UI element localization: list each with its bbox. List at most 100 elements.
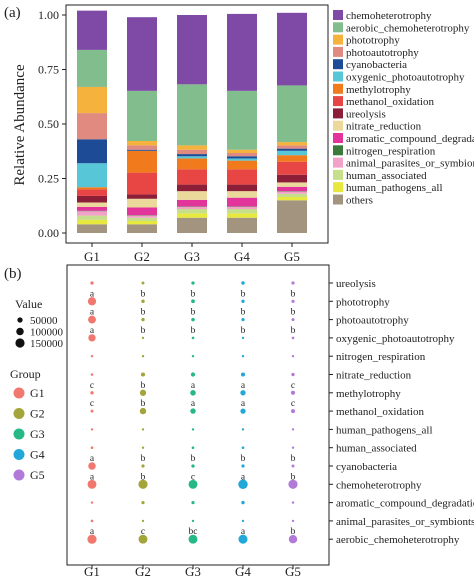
bar-segment <box>277 142 307 146</box>
legend-label: photoautotrophy <box>346 47 419 59</box>
bar-segment <box>127 172 157 195</box>
legend-swatch <box>333 46 343 57</box>
bar-segment <box>227 191 257 198</box>
bar-segment <box>127 17 157 91</box>
bubble <box>241 428 245 431</box>
x-ticks-b: G1 G2 G3 G4 G5 <box>84 564 301 578</box>
bar-segment <box>127 215 157 218</box>
legend-label: animal_parasites_or_symbionts <box>346 158 474 170</box>
x-tick-label: G2 <box>134 249 150 264</box>
bubble <box>90 373 94 376</box>
y-tick-label: 0.00 <box>38 226 59 240</box>
bar-segment <box>177 154 207 157</box>
bubble <box>141 501 145 505</box>
bar-segment <box>227 197 257 207</box>
function-label: phototrophy <box>336 296 390 308</box>
legend-label: human_associated <box>346 170 427 182</box>
significance-label: a <box>241 527 246 537</box>
significance-label: b <box>241 308 246 318</box>
significance-label: b <box>141 454 146 464</box>
bar-segment <box>177 84 207 146</box>
bar-segment <box>77 139 107 164</box>
function-labels: ureolysis phototrophy photoautotrophy oxyge… <box>329 278 474 546</box>
group-legend-title: Group <box>10 367 41 381</box>
bubble <box>291 281 295 285</box>
bar-segment <box>277 85 307 143</box>
bubble <box>191 464 195 468</box>
bubble <box>141 299 145 304</box>
legend-label: ureolysis <box>346 108 386 120</box>
bubble <box>90 355 94 358</box>
bar-segment <box>277 174 307 183</box>
significance-label: a <box>90 308 95 318</box>
bubble <box>87 534 97 544</box>
significance-label: b <box>191 326 196 336</box>
significance-label: a <box>90 326 95 336</box>
significance-label: b <box>291 527 296 537</box>
bubble <box>191 281 195 285</box>
bubble <box>88 462 96 470</box>
group-legend-dot <box>13 387 25 399</box>
bubble <box>90 519 94 523</box>
bar-segment <box>227 13 257 91</box>
bubble <box>291 372 295 377</box>
bar-segment <box>127 224 157 233</box>
bubble <box>191 428 195 431</box>
bubble <box>139 389 147 396</box>
bubble <box>238 479 248 490</box>
bubble <box>240 372 246 377</box>
bubble <box>291 355 295 358</box>
function-label: cyanobacteria <box>336 461 397 473</box>
bar-segment <box>227 184 257 192</box>
bar-segment <box>77 86 107 114</box>
group-legend-label: G1 <box>30 386 45 400</box>
x-tick-label: G3 <box>184 249 200 264</box>
bubble <box>290 390 296 395</box>
bubble <box>241 464 245 468</box>
function-label: chemoheterotrophy <box>336 479 422 491</box>
bubble <box>238 534 248 544</box>
bar-segment <box>177 145 207 150</box>
legend-swatch <box>333 157 343 168</box>
significance-label: a <box>90 454 95 464</box>
bubble <box>90 391 94 395</box>
bar-segment <box>77 195 107 203</box>
legend-swatch <box>333 96 343 107</box>
bubble <box>291 299 295 303</box>
bubble <box>291 428 295 431</box>
legend-swatch <box>333 194 343 205</box>
bubble <box>88 334 96 342</box>
function-label: human_pathogens_all <box>336 424 433 436</box>
bar-segment <box>127 145 157 150</box>
bar-segment <box>227 152 257 157</box>
group-legend: Group G1 G2 G3 G4 G5 <box>10 367 45 482</box>
significance-label: c <box>141 527 145 537</box>
bar-segment <box>177 169 207 185</box>
legend-swatch <box>333 120 343 131</box>
bar-segment <box>77 202 107 207</box>
function-label: aromatic_compound_degradation <box>336 498 474 510</box>
legend-swatch <box>333 133 343 143</box>
size-legend-dot <box>17 317 23 323</box>
bubble <box>188 534 198 544</box>
function-label: methanol_oxidation <box>336 406 424 418</box>
group-legend-dot <box>13 428 25 440</box>
bar-segment <box>77 206 107 211</box>
bar-segment <box>127 90 157 142</box>
legend-swatch <box>333 145 343 156</box>
bar-segment <box>177 184 207 192</box>
bar-segment <box>77 163 107 188</box>
significance-label: b <box>141 472 146 482</box>
bar-segment <box>177 149 207 155</box>
bar-segment <box>277 155 307 162</box>
legend-label: human_pathogens_all <box>346 182 443 194</box>
bar-segment <box>227 169 257 185</box>
x-tick-label: G4 <box>235 564 251 578</box>
bar-segment <box>77 211 107 216</box>
significance-label: b <box>141 289 146 299</box>
bar-segment <box>277 12 307 86</box>
bar-segment <box>77 10 107 50</box>
bar-segment <box>127 207 157 216</box>
group-legend-label: G5 <box>30 468 45 482</box>
